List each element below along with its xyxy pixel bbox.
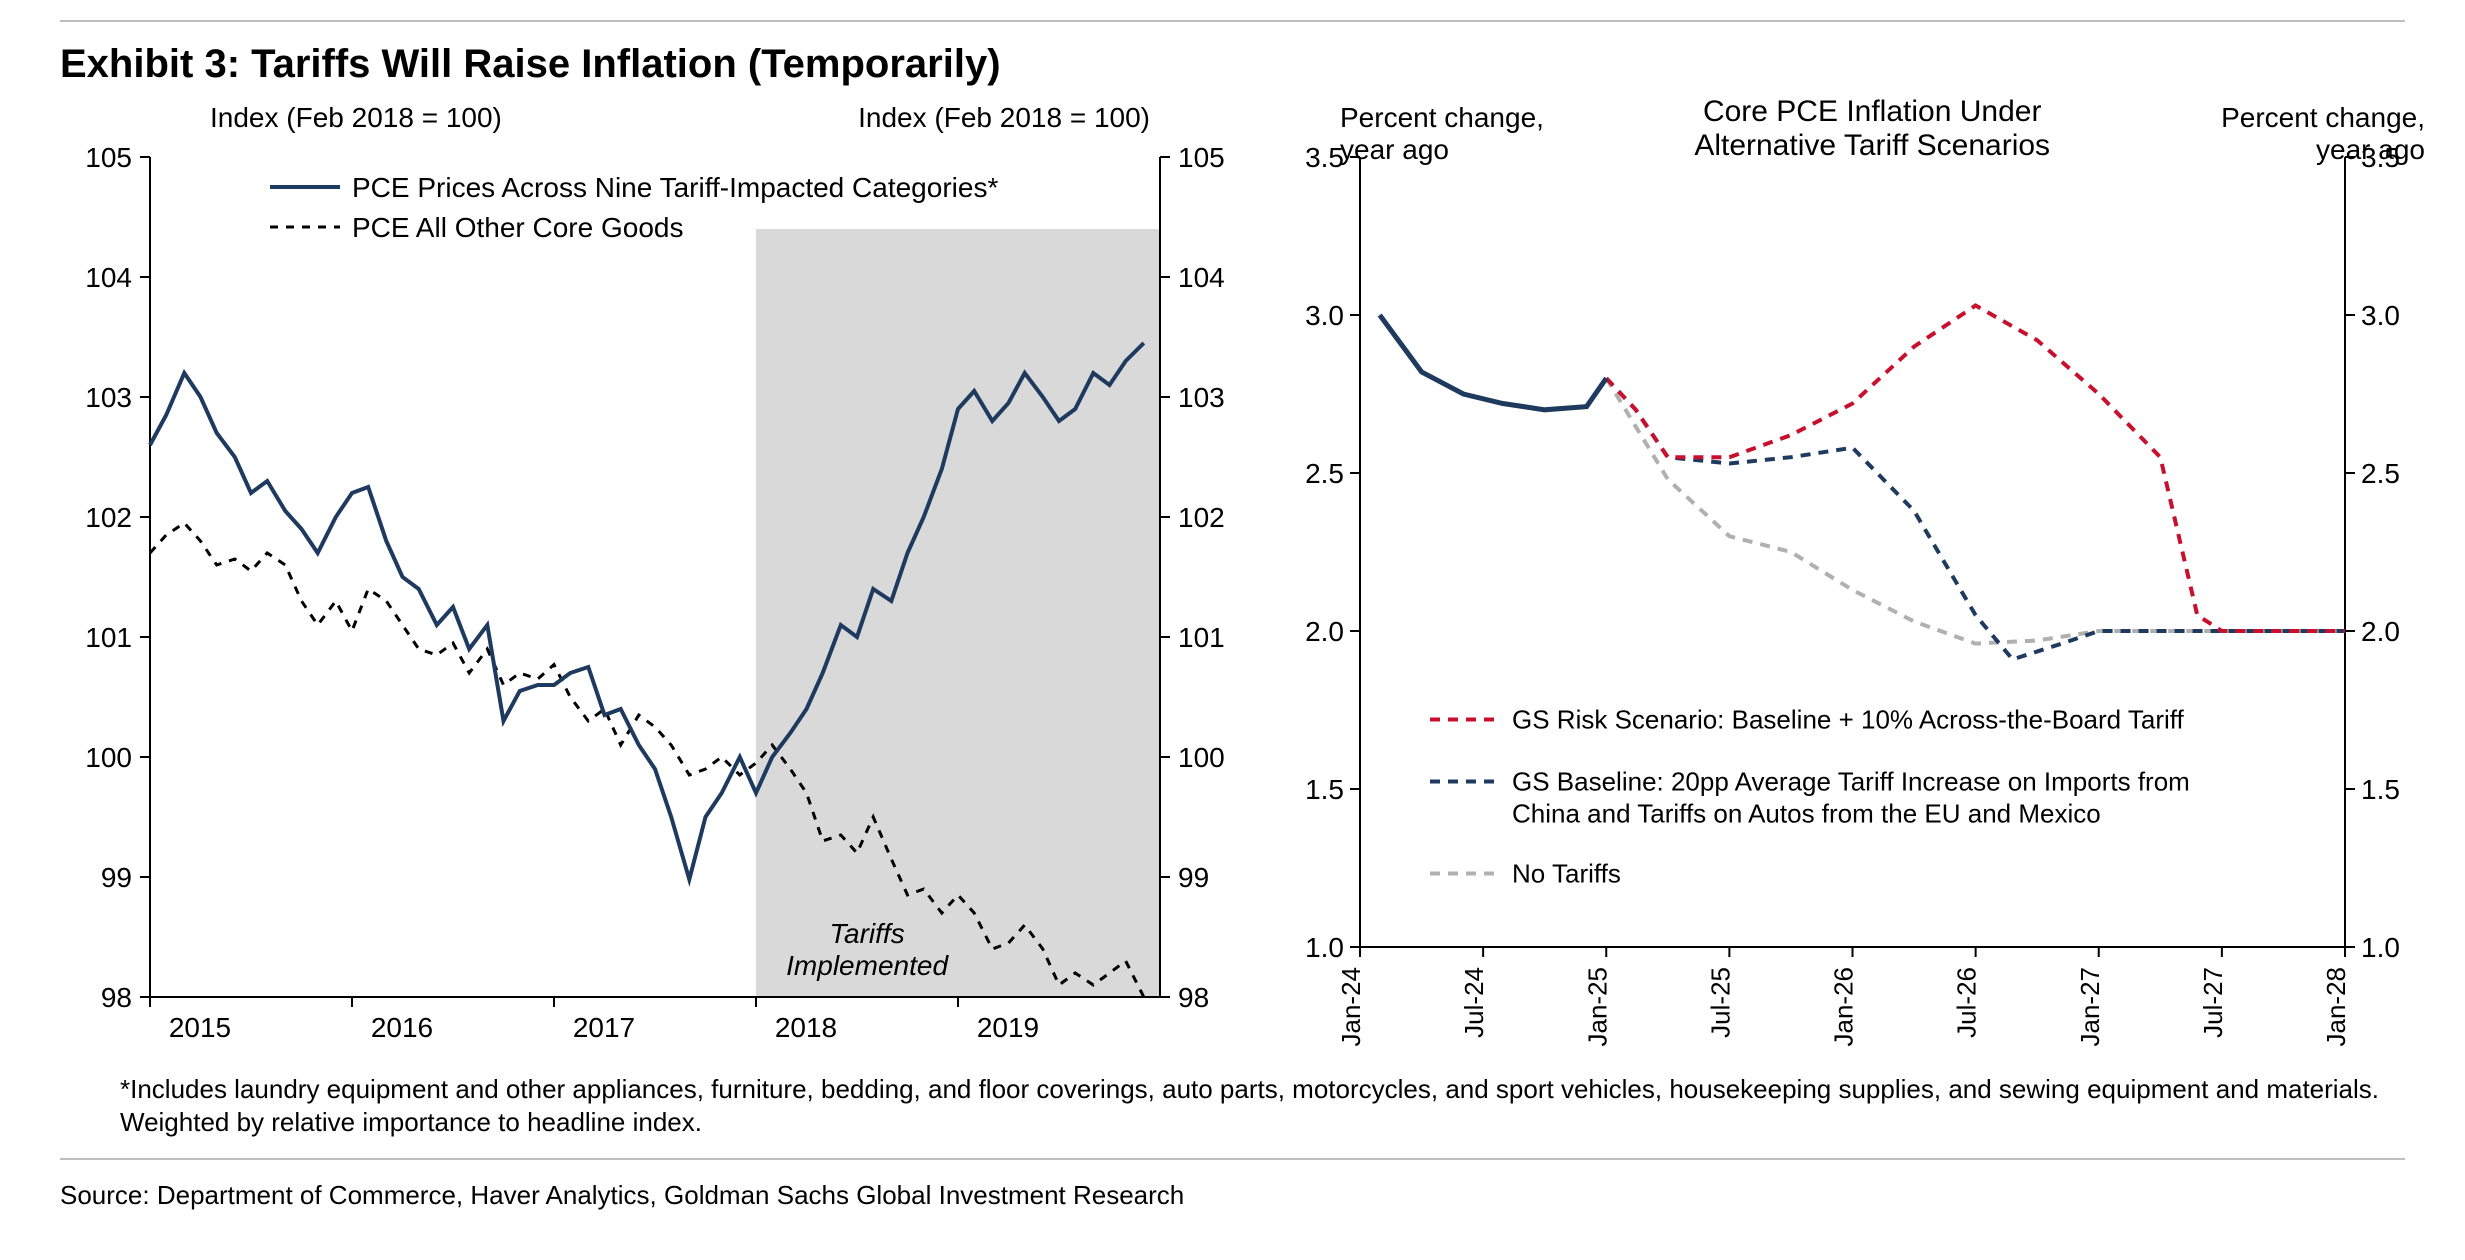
svg-text:98: 98 xyxy=(101,982,132,1013)
svg-text:2.5: 2.5 xyxy=(1305,458,1344,489)
series-gs-risk xyxy=(1606,306,2345,632)
svg-text:Jan-26: Jan-26 xyxy=(1829,967,1859,1047)
svg-text:2018: 2018 xyxy=(775,1012,837,1043)
svg-text:104: 104 xyxy=(1178,262,1225,293)
svg-text:Index (Feb 2018 = 100): Index (Feb 2018 = 100) xyxy=(210,102,502,133)
svg-text:104: 104 xyxy=(85,262,132,293)
left-chart-svg: 98 98 99 99 100 100 101 101 102 102 103 103 104 104 10… xyxy=(60,97,1240,1057)
svg-text:3.0: 3.0 xyxy=(1305,300,1344,331)
series-gs-baseline xyxy=(1606,378,2345,659)
svg-text:Jan-25: Jan-25 xyxy=(1582,967,1612,1047)
svg-text:3.5: 3.5 xyxy=(1305,142,1344,173)
svg-text:Jul-26: Jul-26 xyxy=(1952,967,1982,1038)
svg-text:Percent change,year ago: Percent change,year ago xyxy=(1340,102,1544,165)
svg-text:Jan-27: Jan-27 xyxy=(2075,967,2105,1047)
svg-text:2015: 2015 xyxy=(169,1012,231,1043)
svg-text:PCE Prices Across Nine Tariff-: PCE Prices Across Nine Tariff-Impacted C… xyxy=(352,172,998,203)
svg-text:2.5: 2.5 xyxy=(2361,458,2400,489)
exhibit-title: Exhibit 3: Tariffs Will Raise Inflation … xyxy=(60,42,2405,87)
svg-text:No Tariffs: No Tariffs xyxy=(1512,858,1621,888)
svg-text:102: 102 xyxy=(1178,502,1225,533)
svg-text:101: 101 xyxy=(1178,622,1225,653)
svg-text:100: 100 xyxy=(85,742,132,773)
charts-row: 98 98 99 99 100 100 101 101 102 102 103 103 104 104 10… xyxy=(60,97,2405,1067)
svg-text:Jul-27: Jul-27 xyxy=(2198,967,2228,1038)
svg-text:2.0: 2.0 xyxy=(1305,616,1344,647)
svg-text:PCE All Other Core Goods: PCE All Other Core Goods xyxy=(352,212,683,243)
svg-text:103: 103 xyxy=(1178,382,1225,413)
svg-text:Percent change,year ago: Percent change,year ago xyxy=(2221,102,2425,165)
left-chart-panel: 98 98 99 99 100 100 101 101 102 102 103 103 104 104 10… xyxy=(60,97,1240,1067)
svg-text:2.0: 2.0 xyxy=(2361,616,2400,647)
svg-text:Jul-25: Jul-25 xyxy=(1705,967,1735,1038)
top-divider xyxy=(60,20,2405,22)
svg-text:Implemented: Implemented xyxy=(786,950,949,981)
svg-text:103: 103 xyxy=(85,382,132,413)
right-chart-panel: 1.01.01.51.52.02.02.52.53.03.03.53.5Jan-… xyxy=(1280,97,2440,1067)
svg-text:2019: 2019 xyxy=(977,1012,1039,1043)
svg-text:GS Baseline: 20pp Average Tari: GS Baseline: 20pp Average Tariff Increas… xyxy=(1512,766,2190,796)
svg-text:1.0: 1.0 xyxy=(2361,932,2400,963)
svg-text:99: 99 xyxy=(1178,862,1209,893)
svg-text:105: 105 xyxy=(1178,142,1225,173)
svg-text:101: 101 xyxy=(85,622,132,653)
svg-text:Tariffs: Tariffs xyxy=(829,918,904,949)
svg-text:1.5: 1.5 xyxy=(1305,774,1344,805)
source-line: Source: Department of Commerce, Haver An… xyxy=(60,1180,2405,1211)
svg-text:1.5: 1.5 xyxy=(2361,774,2400,805)
shaded-region xyxy=(756,229,1160,997)
footnote: *Includes laundry equipment and other ap… xyxy=(120,1073,2405,1138)
svg-text:1.0: 1.0 xyxy=(1305,932,1344,963)
svg-text:2016: 2016 xyxy=(371,1012,433,1043)
svg-text:102: 102 xyxy=(85,502,132,533)
right-chart-svg: 1.01.01.51.52.02.02.52.53.03.03.53.5Jan-… xyxy=(1280,97,2440,1057)
svg-text:99: 99 xyxy=(101,862,132,893)
svg-text:Jan-28: Jan-28 xyxy=(2321,967,2351,1047)
svg-text:98: 98 xyxy=(1178,982,1209,1013)
svg-text:3.0: 3.0 xyxy=(2361,300,2400,331)
svg-text:Jan-24: Jan-24 xyxy=(1336,967,1366,1047)
svg-text:Index (Feb 2018 = 100): Index (Feb 2018 = 100) xyxy=(858,102,1150,133)
series-historical xyxy=(1380,315,1607,410)
svg-text:2017: 2017 xyxy=(573,1012,635,1043)
svg-text:105: 105 xyxy=(85,142,132,173)
bottom-divider xyxy=(60,1158,2405,1160)
svg-text:Jul-24: Jul-24 xyxy=(1459,967,1489,1038)
svg-text:China and Tariffs on Autos fro: China and Tariffs on Autos from the EU a… xyxy=(1512,798,2101,828)
svg-text:GS Risk Scenario: Baseline + 1: GS Risk Scenario: Baseline + 10% Across-… xyxy=(1512,704,2185,734)
svg-text:Core PCE Inflation UnderAltern: Core PCE Inflation UnderAlternative Tari… xyxy=(1694,97,2050,162)
series-no-tariffs xyxy=(1606,378,2345,643)
svg-text:100: 100 xyxy=(1178,742,1225,773)
